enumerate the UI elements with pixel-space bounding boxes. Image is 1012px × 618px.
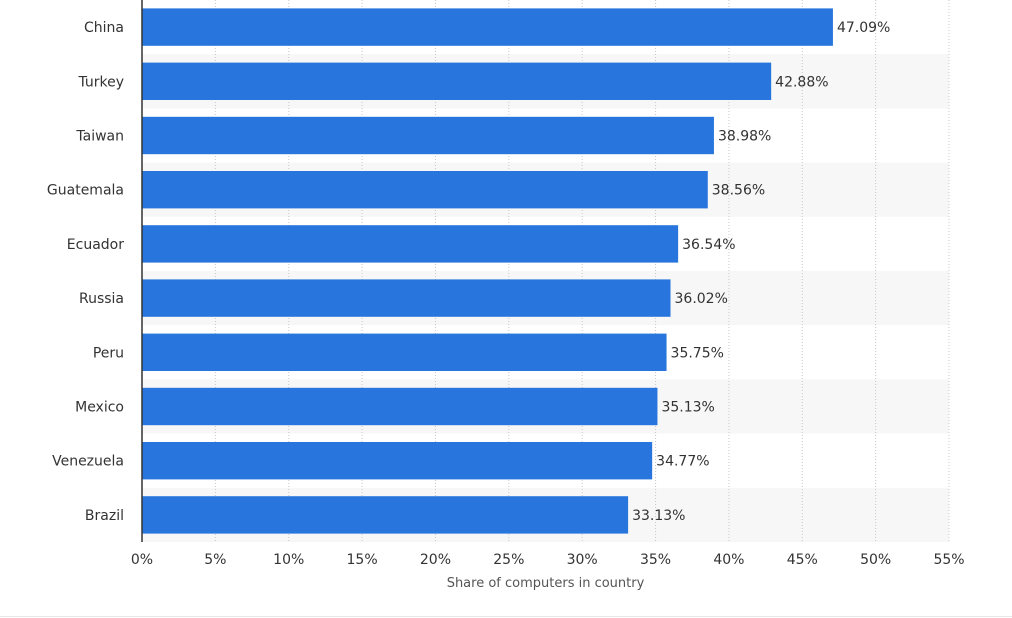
category-label: Taiwan bbox=[75, 129, 124, 145]
category-labels: China Turkey Taiwan Guatemala Ecuador Russia P… bbox=[47, 20, 124, 524]
category-label: Turkey bbox=[77, 74, 124, 90]
bars bbox=[142, 8, 833, 534]
bar-peru[interactable] bbox=[142, 333, 667, 371]
x-tick-label: 10% bbox=[273, 552, 304, 568]
value-label: 47.09% bbox=[837, 20, 890, 36]
category-label: Guatemala bbox=[47, 183, 124, 199]
category-label: Peru bbox=[93, 345, 124, 361]
bar-venezuela[interactable] bbox=[142, 442, 653, 480]
value-label: 34.77% bbox=[656, 454, 709, 470]
category-label: Mexico bbox=[75, 400, 124, 416]
bar-china[interactable] bbox=[142, 8, 833, 46]
value-label: 35.13% bbox=[661, 400, 714, 416]
value-label: 42.88% bbox=[775, 74, 828, 90]
x-axis-title: Share of computers in country bbox=[447, 576, 645, 591]
bottom-divider bbox=[0, 616, 1012, 617]
bar-turkey[interactable] bbox=[142, 62, 772, 100]
x-tick-label: 0% bbox=[131, 552, 153, 568]
bar-russia[interactable] bbox=[142, 279, 671, 317]
x-tick-label: 35% bbox=[640, 552, 671, 568]
value-label: 35.75% bbox=[671, 345, 724, 361]
category-label: China bbox=[84, 20, 124, 36]
bar-brazil[interactable] bbox=[142, 496, 629, 534]
value-label: 36.54% bbox=[682, 237, 735, 253]
value-label: 38.98% bbox=[718, 129, 771, 145]
value-label: 38.56% bbox=[712, 183, 765, 199]
x-tick-label: 45% bbox=[787, 552, 818, 568]
value-label: 36.02% bbox=[675, 291, 728, 307]
x-tick-label: 40% bbox=[713, 552, 744, 568]
x-tick-label: 55% bbox=[933, 552, 964, 568]
x-tick-label: 5% bbox=[204, 552, 226, 568]
value-labels: 47.09% 42.88% 38.98% 38.56% 36.54% 36.02% 35.7… bbox=[632, 20, 890, 524]
bar-taiwan[interactable] bbox=[142, 116, 714, 155]
x-tick-label: 15% bbox=[347, 552, 378, 568]
x-tick-label: 20% bbox=[420, 552, 451, 568]
x-tick-label: 30% bbox=[567, 552, 598, 568]
category-label: Brazil bbox=[85, 508, 124, 524]
category-label: Russia bbox=[79, 291, 124, 307]
x-tick-label: 50% bbox=[860, 552, 891, 568]
bar-guatemala[interactable] bbox=[142, 171, 708, 209]
x-tick-label: 25% bbox=[493, 552, 524, 568]
category-label: Venezuela bbox=[52, 454, 124, 470]
value-label: 33.13% bbox=[632, 508, 685, 524]
bar-mexico[interactable] bbox=[142, 387, 658, 426]
x-tick-labels: 0% 5% 10% 15% 20% 25% 30% 35% 40% 45% 50% 55% bbox=[131, 552, 965, 568]
category-label: Ecuador bbox=[67, 237, 124, 253]
bar-ecuador[interactable] bbox=[142, 225, 679, 263]
